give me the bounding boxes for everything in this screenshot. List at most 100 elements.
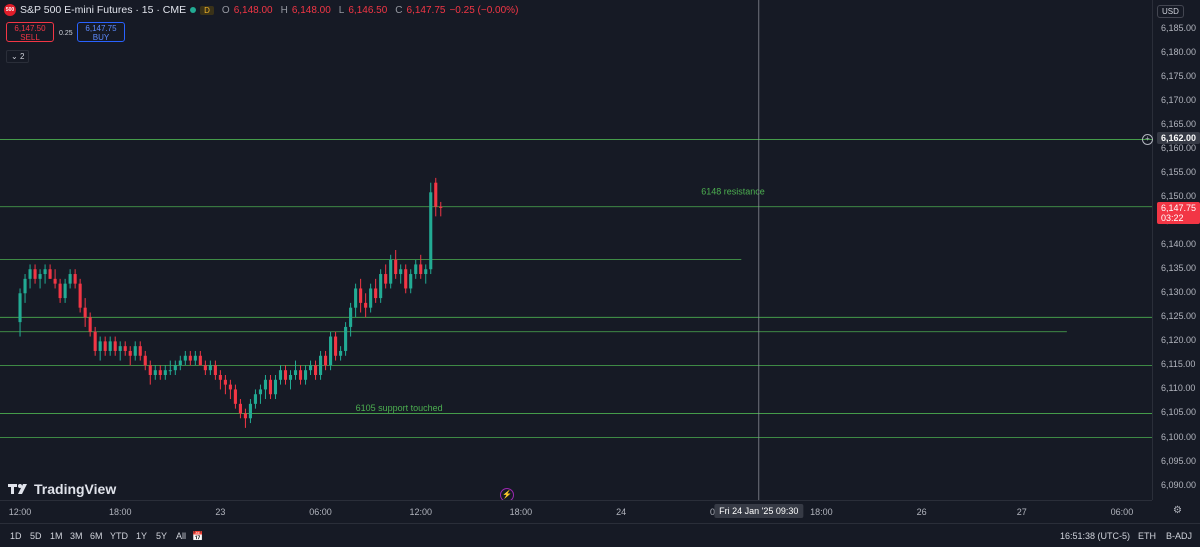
candle[interactable]: [63, 278, 67, 303]
candle[interactable]: [414, 259, 418, 279]
timeframe-button[interactable]: 3M: [70, 531, 83, 541]
candle[interactable]: [399, 264, 403, 284]
candle[interactable]: [344, 322, 348, 356]
collapse-indicators-button[interactable]: ⌄ 2: [6, 50, 30, 63]
timeframe-button[interactable]: YTD: [110, 531, 128, 541]
candle[interactable]: [298, 365, 303, 385]
timeframe-button[interactable]: 6M: [90, 531, 103, 541]
timeframe-button[interactable]: 1Y: [136, 531, 148, 541]
calendar-icon[interactable]: 📅: [192, 531, 204, 541]
candle[interactable]: [384, 264, 388, 289]
candle[interactable]: [48, 264, 52, 279]
candle[interactable]: [329, 331, 333, 371]
candle[interactable]: [108, 336, 112, 356]
candle[interactable]: [434, 177, 438, 217]
candle[interactable]: [374, 278, 378, 303]
candle[interactable]: [28, 264, 32, 289]
candle[interactable]: [324, 350, 328, 371]
candle[interactable]: [123, 341, 127, 356]
candle[interactable]: [33, 264, 37, 284]
candle[interactable]: [158, 365, 162, 380]
axis-settings-icon[interactable]: ⚙: [1173, 505, 1182, 516]
candle[interactable]: [278, 365, 283, 385]
candle[interactable]: [128, 346, 132, 366]
candle[interactable]: [308, 360, 313, 375]
timeframe-button[interactable]: 1M: [50, 531, 63, 541]
candle[interactable]: [38, 269, 42, 289]
candle[interactable]: [273, 375, 278, 400]
candle[interactable]: [98, 336, 102, 361]
candle[interactable]: [138, 341, 142, 361]
candle[interactable]: [143, 350, 147, 371]
timeframe-button[interactable]: 5D: [30, 531, 42, 541]
candle[interactable]: [233, 384, 237, 409]
candle[interactable]: [379, 269, 383, 303]
candle[interactable]: [133, 341, 137, 361]
candle[interactable]: [73, 269, 77, 289]
candle[interactable]: [23, 274, 27, 303]
candle[interactable]: [429, 182, 433, 275]
candle[interactable]: [253, 389, 257, 409]
add-alert-icon[interactable]: +: [1142, 134, 1153, 146]
candle[interactable]: [53, 269, 57, 289]
candle[interactable]: [268, 375, 273, 400]
candle[interactable]: [218, 370, 222, 390]
candle[interactable]: [18, 288, 22, 337]
timeframe-button[interactable]: 5Y: [156, 531, 168, 541]
candle[interactable]: [288, 370, 293, 390]
candle[interactable]: [313, 360, 318, 380]
candle[interactable]: [83, 298, 87, 327]
candle[interactable]: [228, 379, 232, 400]
candle[interactable]: [88, 312, 92, 337]
candle[interactable]: [113, 336, 117, 356]
candle[interactable]: [198, 350, 202, 366]
delayed-badge[interactable]: D: [200, 5, 214, 15]
candle[interactable]: [349, 302, 353, 337]
buy-button[interactable]: 6,147.75 BUY: [77, 22, 125, 42]
candle[interactable]: [238, 399, 242, 419]
session-toggle[interactable]: ETH: [1138, 531, 1156, 541]
price-chart[interactable]: 6148 resistance 6105 support touched: [0, 0, 1152, 500]
candle[interactable]: [319, 350, 323, 380]
candle[interactable]: [359, 278, 363, 313]
candle[interactable]: [153, 365, 157, 380]
clock-display[interactable]: 16:51:38 (UTC-5): [1060, 531, 1131, 541]
candle[interactable]: [339, 346, 343, 361]
currency-selector[interactable]: USD: [1157, 5, 1184, 18]
candle[interactable]: [424, 264, 428, 284]
candle[interactable]: [439, 201, 443, 217]
timeframe-button[interactable]: All: [176, 531, 187, 541]
candle[interactable]: [173, 360, 177, 375]
candle[interactable]: [354, 283, 358, 318]
candle[interactable]: [404, 264, 408, 294]
candle[interactable]: [43, 264, 47, 284]
candle[interactable]: [364, 293, 368, 318]
candle[interactable]: [389, 254, 393, 289]
price-axis[interactable]: 6,090.00 6,095.00 6,100.00 6,105.00 6,110.00…: [1152, 0, 1200, 500]
candle[interactable]: [243, 408, 247, 428]
timeframe-button[interactable]: 1D: [10, 531, 22, 541]
candle[interactable]: [93, 326, 97, 356]
candle[interactable]: [168, 360, 172, 375]
candle[interactable]: [118, 341, 122, 361]
candle[interactable]: [394, 250, 398, 279]
candle[interactable]: [334, 331, 338, 361]
candle[interactable]: [208, 360, 212, 375]
candle[interactable]: [58, 278, 62, 303]
adjust-toggle[interactable]: B-ADJ: [1166, 531, 1193, 541]
candle[interactable]: [303, 365, 308, 385]
candle[interactable]: [263, 375, 268, 400]
candle[interactable]: [258, 384, 263, 404]
level-annotation[interactable]: 6148 resistance: [701, 187, 765, 197]
candle[interactable]: [293, 360, 298, 380]
symbol-title[interactable]: S&P 500 E-mini Futures · 15 · CME: [20, 4, 187, 16]
candle[interactable]: [193, 350, 197, 366]
candle[interactable]: [213, 360, 217, 380]
candle[interactable]: [409, 269, 413, 294]
candle[interactable]: [203, 360, 207, 375]
candle[interactable]: [163, 365, 167, 380]
candle[interactable]: [68, 269, 72, 289]
candle[interactable]: [183, 350, 187, 366]
candle[interactable]: [283, 365, 288, 385]
candle[interactable]: [223, 375, 227, 395]
